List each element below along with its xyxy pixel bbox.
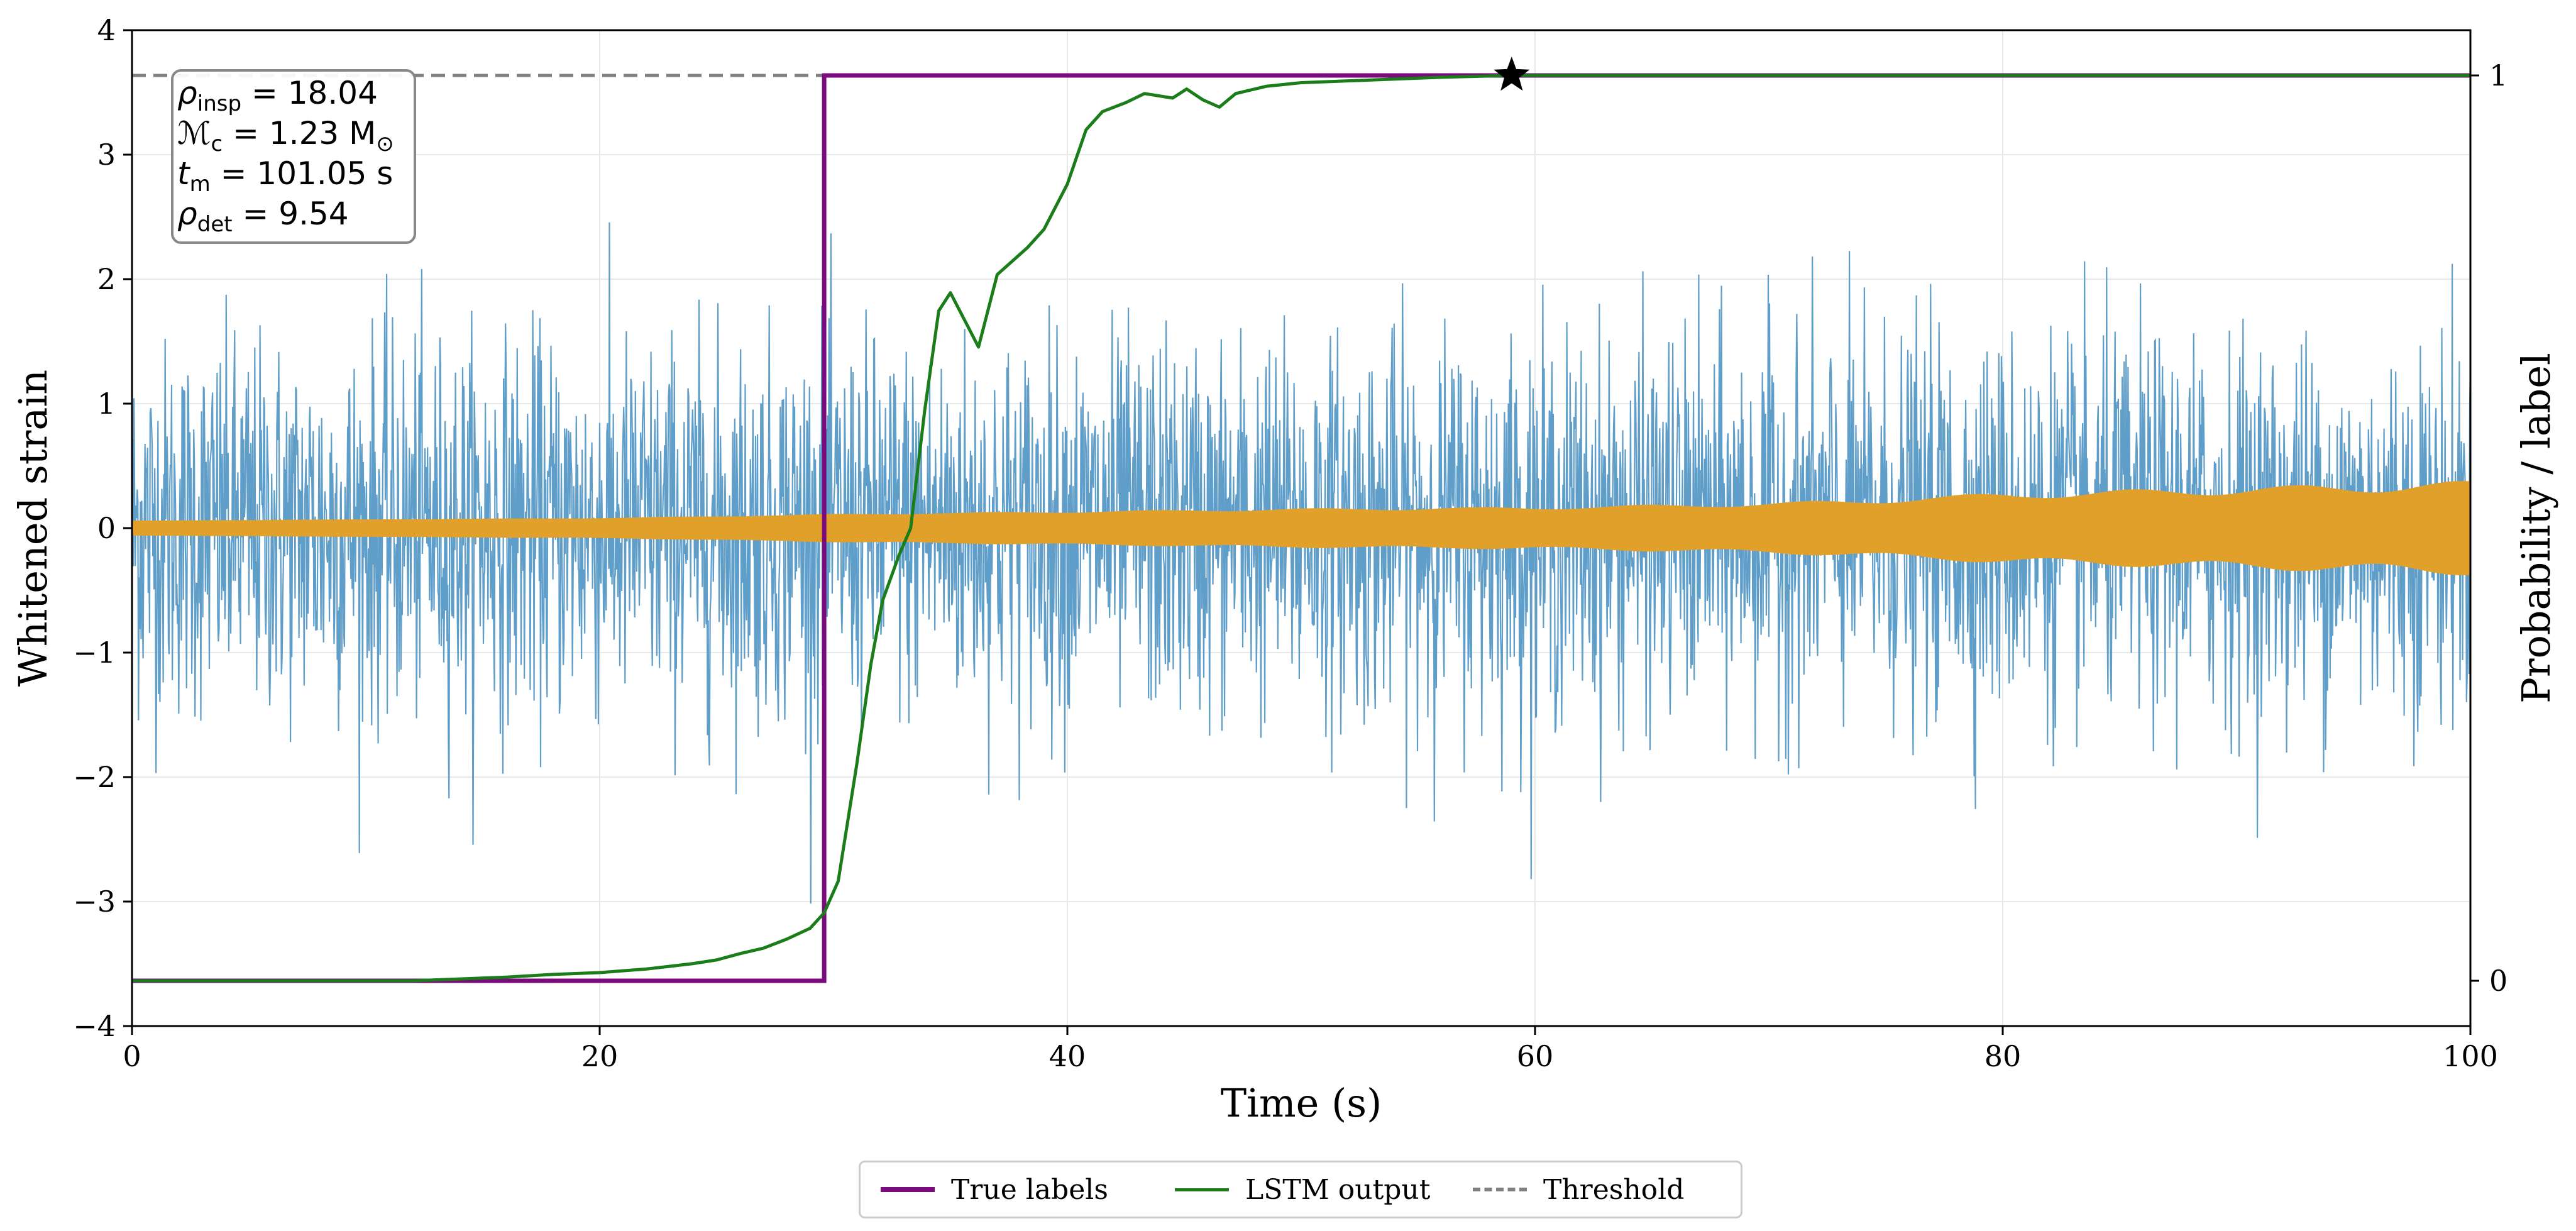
y-axis-right-label: Probability / label: [2513, 353, 2559, 704]
x-tick-label: 60: [1517, 1039, 1554, 1073]
legend-item-threshold: Threshold: [1473, 1162, 1684, 1217]
annotation-rho-insp: ρinsp = 18.04: [177, 75, 378, 116]
y-left-tick-label: −1: [73, 636, 116, 670]
y-right-tick-label: 0: [2489, 964, 2507, 998]
y-axis-left-label: Whitened strain: [10, 370, 56, 687]
x-axis-label: Time (s): [1221, 1080, 1382, 1126]
y-left-tick-label: −2: [73, 760, 116, 794]
detection-star-marker: [1494, 57, 1530, 91]
y-left-tick-label: 1: [97, 387, 116, 421]
legend-label-threshold: Threshold: [1543, 1173, 1685, 1206]
signal-layer: [131, 222, 2472, 904]
tick-marks: [123, 29, 2479, 1035]
y-left-tick-label: 0: [97, 511, 116, 545]
legend-item-lstm-output: LSTM output: [1175, 1162, 1430, 1217]
annotation-chirp-mass: ℳc = 1.23 M⊙: [177, 115, 394, 157]
y-left-tick-label: 4: [97, 13, 116, 47]
x-tick-label: 20: [581, 1039, 619, 1073]
annotation-rho-det: ρdet = 9.54: [177, 196, 349, 237]
annotation-merger-time: tm = 101.05 s: [177, 155, 394, 197]
legend-swatch-lstm-output: [1175, 1188, 1229, 1191]
x-tick-label: 100: [2443, 1039, 2498, 1073]
legend-item-true-labels: True labels: [881, 1162, 1108, 1217]
y-left-tick-label: 2: [97, 262, 116, 296]
x-tick-label: 0: [123, 1039, 141, 1073]
legend-label-true-labels: True labels: [951, 1173, 1108, 1206]
legend: True labels LSTM output Threshold: [859, 1161, 1742, 1218]
x-tick-label: 80: [1984, 1039, 2022, 1073]
injected-signal-envelope: [132, 481, 2470, 575]
series-layer: [132, 57, 2470, 983]
y-left-tick-label: −3: [73, 885, 116, 919]
y-left-tick-label: 3: [97, 138, 116, 172]
lstm-output-line: [132, 74, 2470, 983]
legend-swatch-threshold: [1473, 1188, 1527, 1191]
y-right-tick-label: 1: [2489, 58, 2507, 92]
x-tick-label: 40: [1049, 1039, 1086, 1073]
annotation-box: [171, 69, 416, 244]
legend-swatch-true-labels: [881, 1187, 935, 1192]
y-left-tick-label: −4: [73, 1009, 116, 1043]
legend-label-lstm-output: LSTM output: [1245, 1173, 1431, 1206]
